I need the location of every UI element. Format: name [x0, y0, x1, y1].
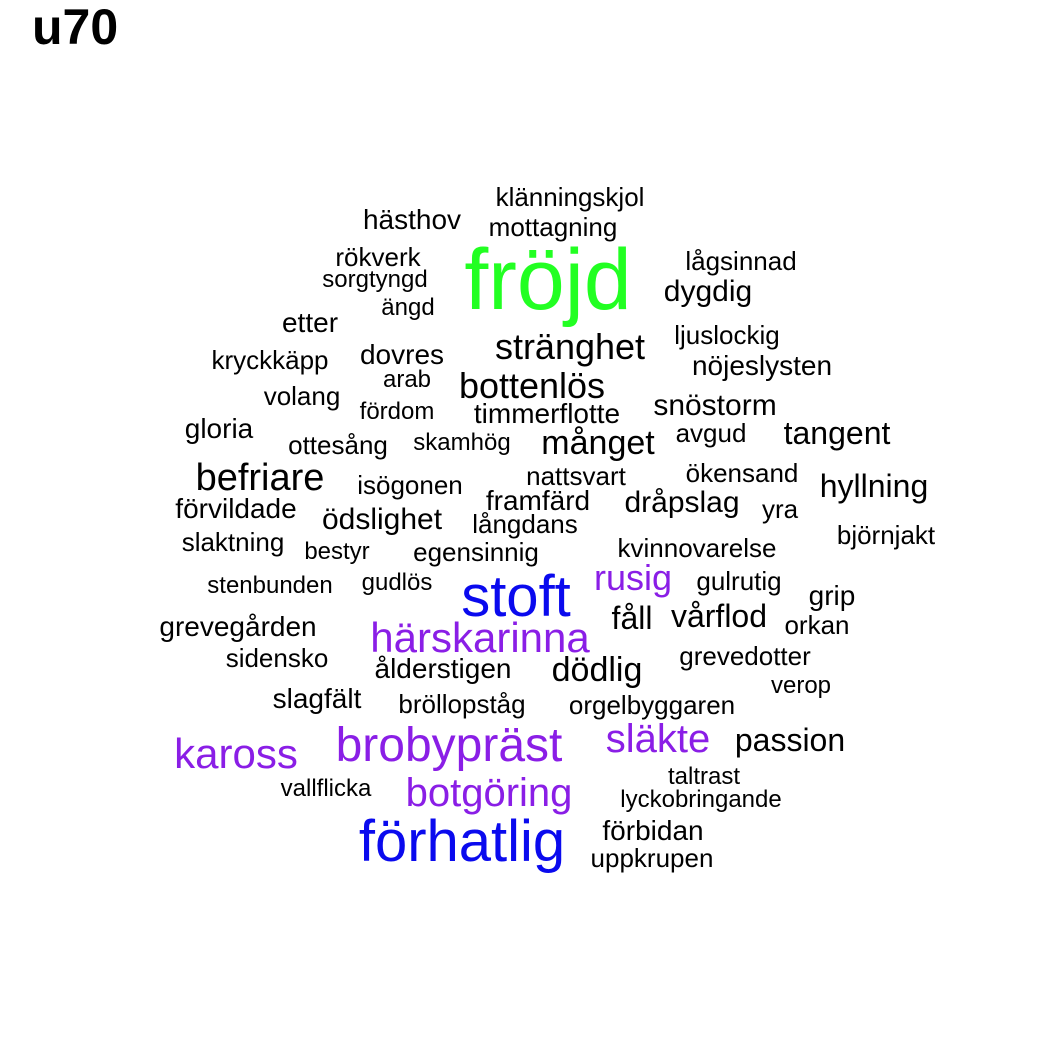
word-vallflicka: vallflicka — [280, 775, 372, 802]
word-dovres: dovres — [359, 339, 445, 370]
word-isogonen: isögonen — [357, 470, 463, 500]
word-okensand: ökensand — [685, 458, 799, 488]
word-angd: ängd — [381, 294, 435, 321]
word-skamhog: skamhög — [413, 429, 511, 456]
word-mottagning: mottagning — [488, 212, 618, 242]
word-bestyr: bestyr — [304, 538, 370, 565]
word-klanningskjol: klänningskjol — [495, 182, 645, 212]
word-stoft: stoft — [461, 564, 571, 629]
word-gudlos: gudlös — [361, 569, 433, 596]
word-lyckobringande: lyckobringande — [620, 786, 782, 813]
word-orgelbyggaren: orgelbyggaren — [568, 690, 736, 720]
word-uppkrupen: uppkrupen — [590, 843, 714, 873]
word-rusig: rusig — [593, 557, 673, 598]
word-harskarinna: härskarinna — [370, 614, 590, 661]
word-brollopstag: bröllopståg — [398, 689, 526, 719]
word-bottenlos: bottenlös — [458, 365, 606, 406]
word-kaross: kaross — [174, 730, 298, 777]
word-arab: arab — [382, 366, 432, 393]
word-framfard: framfärd — [485, 485, 591, 516]
word-dygdig: dygdig — [663, 275, 753, 308]
word-langdans: långdans — [472, 509, 578, 539]
word-avgud: avgud — [675, 418, 747, 448]
word-grip: grip — [808, 580, 856, 611]
word-drapslag: dråpslag — [624, 486, 740, 519]
word-stenbunden: stenbunden — [207, 572, 333, 599]
word-hyllning: hyllning — [819, 468, 929, 504]
word-snostorm: snöstorm — [653, 389, 777, 422]
word-grevegarden: grevegården — [159, 611, 317, 642]
word-kryckkapp: kryckkäpp — [211, 345, 329, 375]
word-botgoring: botgöring — [405, 771, 573, 815]
word-yra: yra — [761, 494, 799, 524]
word-ljuslockig: ljuslockig — [674, 320, 780, 350]
word-stranghet: stränghet — [494, 326, 646, 367]
word-fall: fåll — [611, 600, 653, 636]
word-volang: volang — [263, 381, 341, 411]
word-passion: passion — [734, 722, 846, 758]
word-bjornjakt: björnjakt — [836, 520, 936, 550]
word-frojd: fröjd — [464, 232, 632, 328]
word-hasthov: hästhov — [362, 204, 462, 235]
word-gloria: gloria — [184, 413, 254, 444]
word-tangent: tangent — [783, 415, 891, 451]
word-odslighet: ödslighet — [321, 503, 443, 536]
word-alderstigen: ålderstigen — [374, 653, 512, 684]
word-slagfalt: slagfält — [272, 683, 362, 714]
word-grevedotter: grevedotter — [679, 641, 811, 671]
word-forvildade: förvildade — [175, 493, 297, 524]
word-lagsinnad: lågsinnad — [685, 246, 797, 276]
word-fordom: fördom — [359, 398, 435, 425]
word-verop: verop — [770, 672, 832, 699]
word-forbidan: förbidan — [602, 815, 704, 846]
word-orkan: orkan — [784, 610, 850, 640]
word-forhatlig: förhatlig — [358, 809, 566, 874]
word-befriare: befriare — [195, 457, 325, 499]
word-varflod: vårflod — [670, 598, 768, 634]
word-ottesang: ottesång — [288, 430, 388, 460]
word-slaktning: slaktning — [181, 527, 285, 557]
word-manget: månget — [541, 424, 655, 462]
word-nojeslysten: nöjeslysten — [691, 350, 833, 381]
word-sidensko: sidensko — [225, 643, 329, 673]
word-nattsvart: nattsvart — [526, 461, 626, 491]
word-egensinnig: egensinnig — [413, 537, 539, 567]
word-dodlig: dödlig — [551, 651, 643, 689]
word-brobyprast: brobypräst — [335, 719, 563, 772]
word-sorgtyngd: sorgtyngd — [322, 266, 428, 293]
word-kvinnovarelse: kvinnovarelse — [617, 533, 777, 563]
page-title: u70 — [32, 0, 119, 55]
word-rokverk: rökverk — [335, 242, 421, 272]
word-etter: etter — [281, 307, 339, 338]
word-slakte: släkte — [605, 717, 711, 761]
word-timmerflotte: timmerflotte — [473, 398, 621, 429]
word-gulrutig: gulrutig — [696, 566, 782, 596]
word-taltrast: taltrast — [667, 763, 741, 790]
